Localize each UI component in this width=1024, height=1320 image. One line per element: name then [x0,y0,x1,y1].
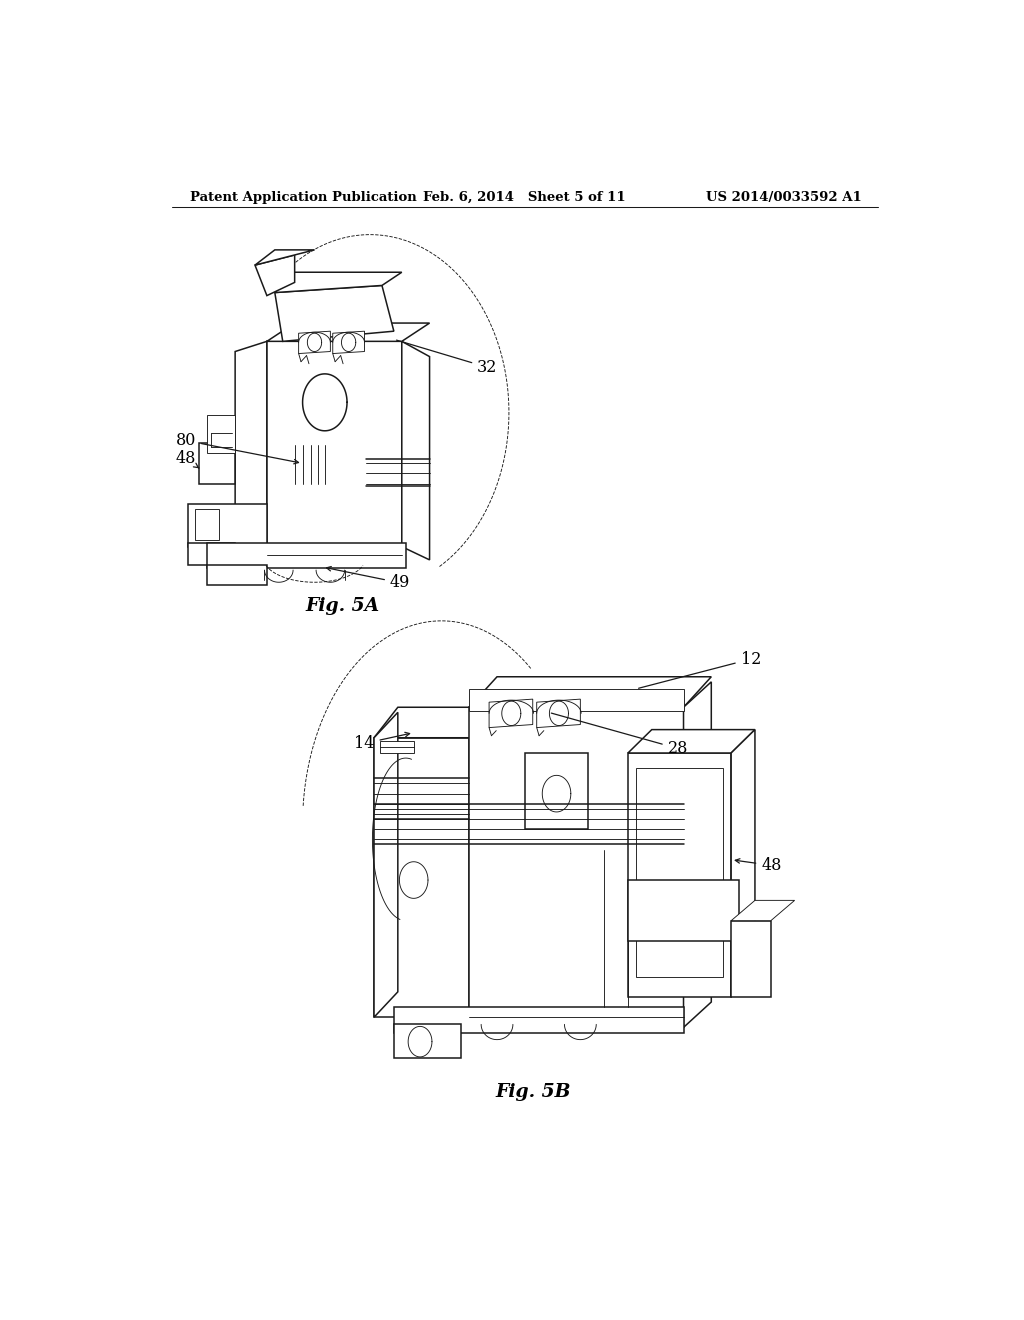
Text: Feb. 6, 2014   Sheet 5 of 11: Feb. 6, 2014 Sheet 5 of 11 [424,190,626,203]
Polygon shape [401,342,430,560]
Polygon shape [236,342,267,545]
Polygon shape [628,752,731,997]
Polygon shape [537,700,581,727]
Text: 48: 48 [176,450,199,469]
Text: 80: 80 [176,432,299,463]
Polygon shape [374,713,397,1018]
Polygon shape [200,444,236,483]
Polygon shape [207,565,267,585]
Polygon shape [374,738,469,1018]
Polygon shape [333,331,365,354]
Text: Patent Application Publication: Patent Application Publication [189,190,417,203]
Polygon shape [255,249,314,265]
Polygon shape [731,921,771,997]
Polygon shape [684,682,712,1027]
Polygon shape [731,900,795,921]
Polygon shape [374,708,497,738]
Polygon shape [267,342,401,546]
Polygon shape [628,880,739,941]
Polygon shape [255,255,295,296]
Polygon shape [207,414,236,453]
Polygon shape [469,689,684,711]
Text: Fig. 5B: Fig. 5B [495,1082,570,1101]
Polygon shape [489,700,532,727]
Polygon shape [628,730,755,752]
Polygon shape [207,543,406,568]
Text: 48: 48 [735,857,781,874]
Polygon shape [299,331,331,354]
Polygon shape [394,1024,461,1057]
Polygon shape [524,752,588,829]
Text: 32: 32 [396,341,498,376]
Polygon shape [469,708,684,1027]
Polygon shape [274,272,401,293]
Text: 28: 28 [551,713,688,756]
Polygon shape [731,730,755,997]
Polygon shape [274,285,394,342]
Polygon shape [187,543,236,565]
Text: Fig. 5A: Fig. 5A [305,597,379,615]
Polygon shape [469,677,712,708]
Polygon shape [196,510,219,540]
Polygon shape [380,741,414,752]
Polygon shape [267,323,430,342]
Text: 49: 49 [327,566,411,591]
Polygon shape [187,504,267,546]
Text: 14: 14 [354,733,410,752]
Text: US 2014/0033592 A1: US 2014/0033592 A1 [707,190,862,203]
Text: 12: 12 [639,651,761,688]
Polygon shape [636,768,723,977]
Polygon shape [394,1007,684,1032]
